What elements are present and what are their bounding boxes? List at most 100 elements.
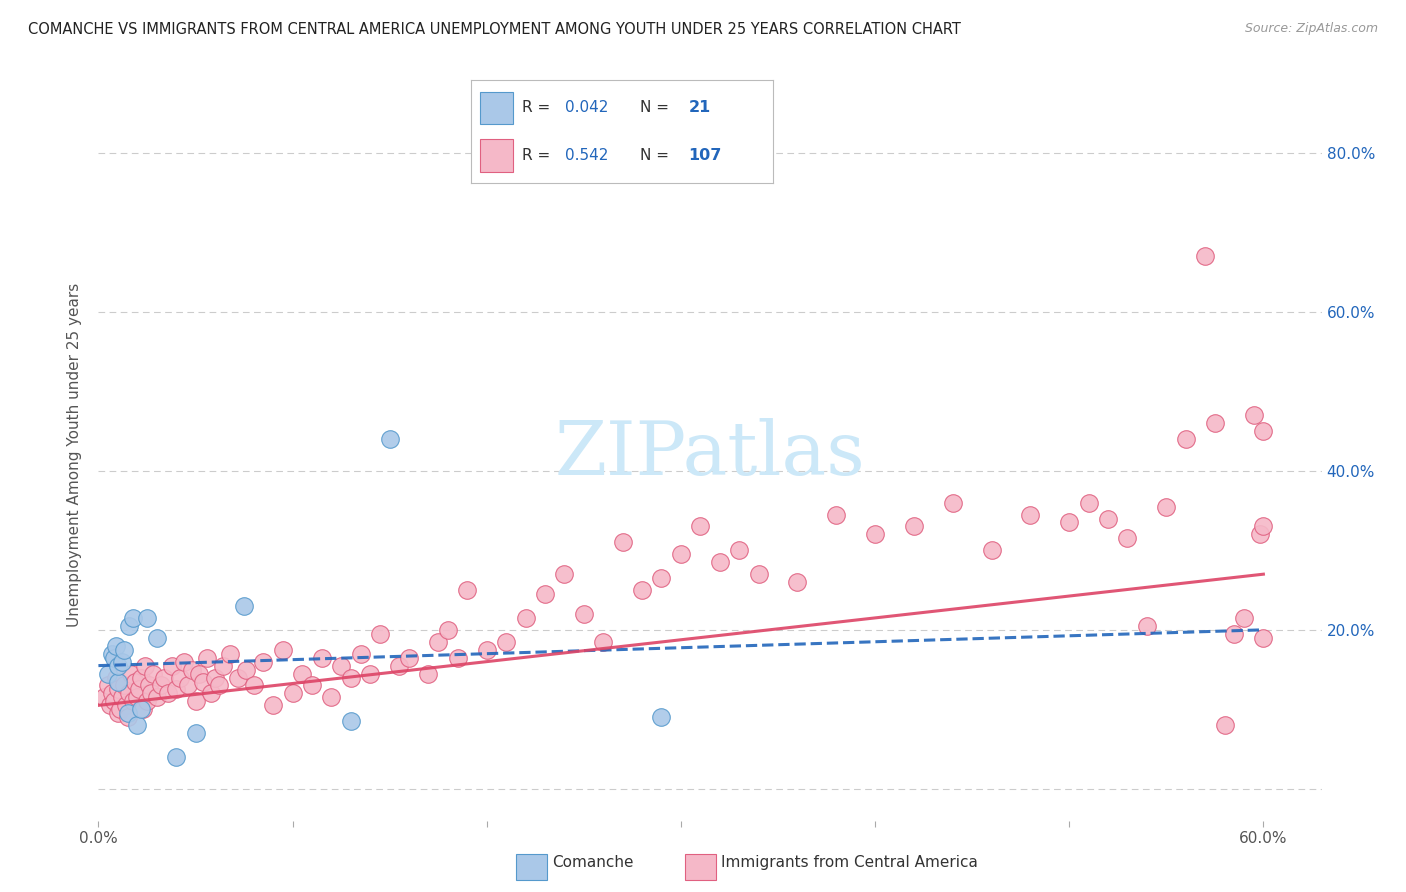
Point [1233,611,1256,625]
Point [128,682,150,697]
Text: R =: R = [523,148,555,162]
Text: R =: R = [523,101,555,115]
Point [104,639,127,653]
Point [136,611,159,625]
Point [93,690,115,705]
Point [903,519,925,533]
Bar [479,139,513,171]
Point [193,674,215,689]
Point [368,627,391,641]
Point [112,678,135,692]
Point [114,698,136,713]
Point [572,607,595,621]
Point [281,686,304,700]
Point [301,678,323,692]
Point [1019,508,1042,522]
Point [1253,424,1275,438]
Point [204,671,226,685]
Point [1116,532,1139,546]
Point [233,599,256,613]
Point [122,694,145,708]
Point [786,575,808,590]
Point [340,714,363,729]
Point [252,655,274,669]
Point [149,678,172,692]
Point [103,650,125,665]
Point [863,527,886,541]
Point [242,678,264,692]
Point [124,674,146,689]
Text: ZIPatlas: ZIPatlas [554,418,866,491]
Point [748,567,770,582]
Point [153,671,176,685]
Point [184,694,207,708]
Point [437,623,460,637]
Point [1253,631,1275,645]
Point [1057,516,1080,530]
Point [650,571,672,585]
Point [103,694,125,708]
Point [132,702,155,716]
Point [117,706,139,721]
Point [219,647,242,661]
Point [107,674,129,689]
Point [117,710,139,724]
Point [534,587,557,601]
Point [145,631,167,645]
Point [475,642,498,657]
Point [398,650,420,665]
Point [108,702,131,716]
Point [157,686,180,700]
Point [553,567,575,582]
Text: 21: 21 [689,101,711,115]
Point [129,702,152,716]
Point [1243,408,1265,422]
Point [1077,495,1099,509]
Point [378,432,401,446]
Point [107,658,129,673]
Point [118,686,141,700]
Point [127,718,149,732]
Point [112,642,135,657]
Bar [479,92,513,124]
Point [111,655,134,669]
Point [120,666,142,681]
Point [211,658,233,673]
Point [330,658,353,673]
Point [184,726,207,740]
Point [631,583,654,598]
Point [134,658,156,673]
Point [349,647,371,661]
Point [942,495,965,509]
Point [101,686,124,700]
Point [169,671,191,685]
Point [107,706,129,721]
Point [359,666,381,681]
Text: 107: 107 [689,148,723,162]
Text: Source: ZipAtlas.com: Source: ZipAtlas.com [1244,22,1378,36]
Point [1213,718,1236,732]
Point [1204,416,1226,430]
Point [1156,500,1178,514]
Text: Comanche: Comanche [553,855,634,870]
Text: 0.042: 0.042 [565,101,607,115]
Point [165,750,187,764]
Point [127,690,149,705]
Point [107,682,129,697]
Point [592,634,614,648]
Point [195,650,218,665]
Y-axis label: Unemployment Among Youth under 25 years: Unemployment Among Youth under 25 years [67,283,83,627]
Point [495,634,517,648]
Point [650,710,672,724]
Point [1249,527,1271,541]
Point [825,508,848,522]
Point [456,583,478,598]
Point [418,666,440,681]
Point [612,535,634,549]
Point [515,611,537,625]
Point [321,690,343,705]
Text: Immigrants from Central America: Immigrants from Central America [721,855,979,870]
Point [1223,627,1246,641]
Point [188,666,211,681]
Point [669,547,692,561]
